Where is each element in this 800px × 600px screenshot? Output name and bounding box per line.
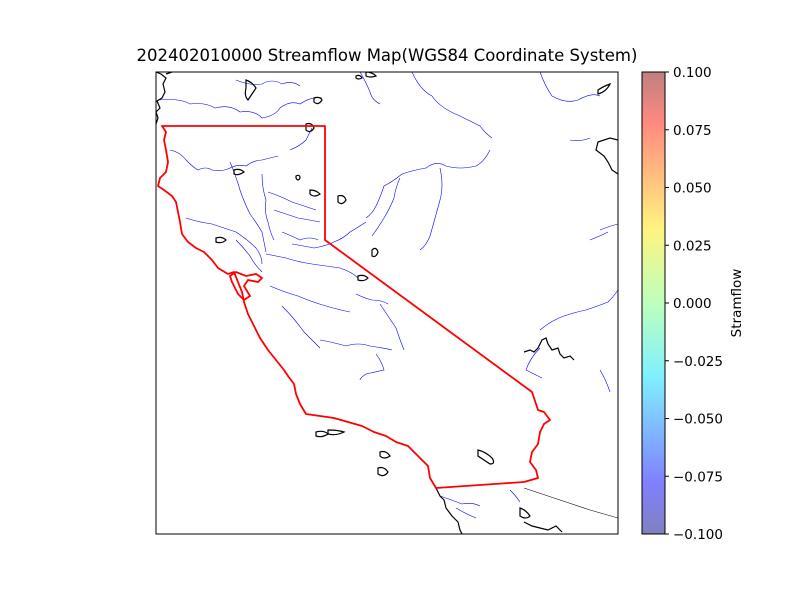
- colorbar-tick-label: −0.050: [673, 412, 723, 428]
- map-area: [156, 72, 618, 534]
- colorbar-tick-label: 0.100: [673, 65, 712, 81]
- colorbar-tick-label: −0.100: [673, 527, 723, 543]
- rivers-layer: [157, 72, 618, 519]
- international-border: [523, 487, 618, 519]
- sf-bay-outline: [228, 270, 264, 302]
- map-title: 202402010000 Streamflow Map(WGS84 Coordi…: [136, 46, 638, 65]
- colorbar-tick-label: 0.000: [673, 296, 712, 312]
- colorbar-tick-label: 0.075: [673, 123, 712, 139]
- california-border: [157, 125, 551, 489]
- colorbar-gradient: [642, 72, 665, 534]
- colorbar-tick-label: −0.075: [673, 469, 723, 485]
- map-frame: [155, 71, 619, 535]
- colorbar-ticks: 0.100 0.075 0.050 0.025 0.000 −0.025 −0.050 −0.…: [665, 65, 723, 543]
- coastline-layer: [156, 72, 618, 534]
- colorbar-label: Stramflow: [729, 269, 745, 338]
- colorbar-tick-label: 0.050: [673, 181, 712, 197]
- colorbar: 0.100 0.075 0.050 0.025 0.000 −0.025 −0.050 −0.…: [641, 65, 745, 543]
- colorbar-tick-label: −0.025: [673, 354, 723, 370]
- colorbar-tick-label: 0.025: [673, 238, 712, 254]
